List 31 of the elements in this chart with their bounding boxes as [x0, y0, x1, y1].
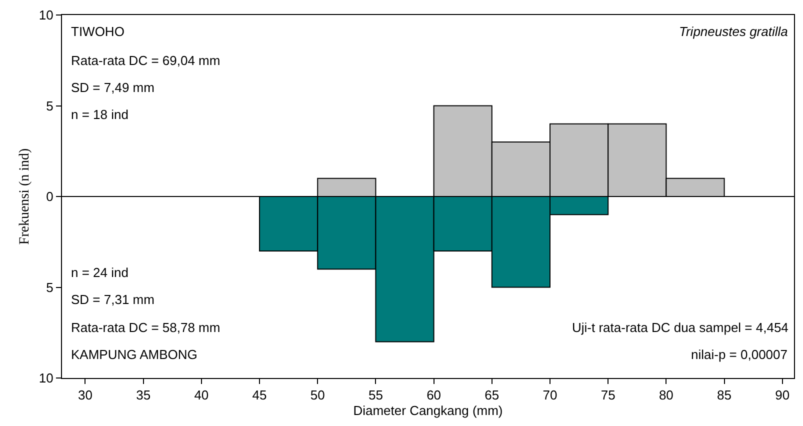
y-tick-label: 5 — [46, 98, 54, 114]
x-tick-label: 40 — [194, 388, 209, 403]
y-axis-title: Frekuensi (n ind) — [18, 148, 33, 245]
annotation: nilai-p = 0,00007 — [691, 347, 788, 362]
x-tick-label: 85 — [717, 388, 732, 403]
x-tick-label: 65 — [484, 388, 500, 403]
y-tick-label: 5 — [46, 280, 54, 295]
x-tick-label: 80 — [658, 388, 674, 403]
annotation: Rata-rata DC = 58,78 mm — [71, 320, 220, 335]
x-tick-label: 50 — [310, 388, 325, 403]
x-tick-label: 70 — [542, 388, 558, 403]
annotation: Uji-t rata-rata DC dua sampel = 4,454 — [572, 320, 788, 335]
x-tick-label: 45 — [252, 388, 267, 403]
annotation: TIWOHO — [71, 24, 124, 39]
x-tick-label: 75 — [600, 388, 616, 403]
x-tick-label: 30 — [78, 388, 92, 403]
annotation: Rata-rata DC = 69,04 mm — [71, 53, 220, 68]
annotation: SD = 7,31 mm — [71, 292, 154, 307]
x-tick-label: 55 — [368, 388, 383, 403]
x-tick-label: 90 — [775, 388, 790, 403]
annotation: KAMPUNG AMBONG — [71, 347, 198, 362]
y-tick-label: 10 — [38, 370, 54, 386]
x-tick-label: 60 — [426, 388, 442, 403]
annotation: Tripneustes gratilla — [679, 24, 788, 39]
y-tick-label: 10 — [38, 8, 54, 23]
annotation: SD = 7,49 mm — [71, 80, 154, 95]
y-tick-label: 0 — [46, 189, 54, 204]
x-axis-title: Diameter Cangkang (mm) — [353, 403, 503, 418]
annotation: n = 24 ind — [71, 265, 128, 280]
x-tick-label: 35 — [136, 388, 151, 403]
annotation: n = 18 ind — [71, 107, 128, 122]
